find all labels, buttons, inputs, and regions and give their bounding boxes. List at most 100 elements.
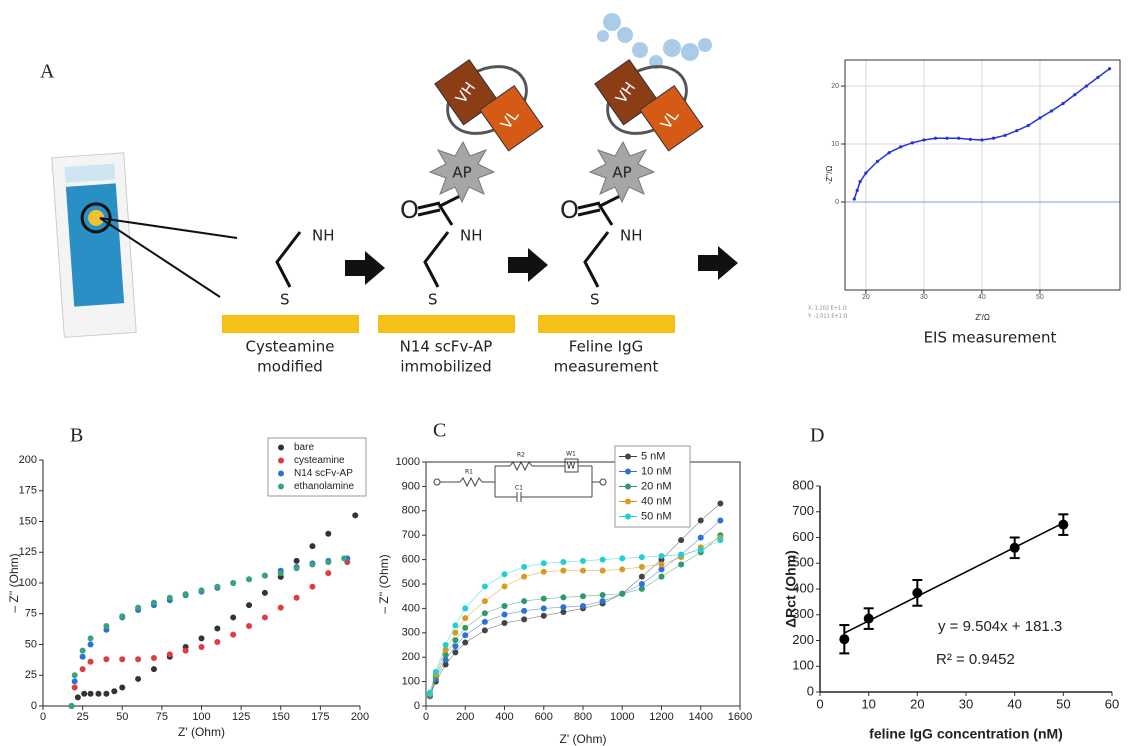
- x-axis-title: Z' (Ohm): [178, 725, 225, 739]
- legend-label: ethanolamine: [294, 481, 354, 492]
- data-point: [481, 627, 488, 634]
- data-point: [560, 559, 567, 566]
- step-label: measurement: [554, 358, 659, 376]
- data-point: [71, 678, 78, 685]
- data-point: [1061, 101, 1065, 106]
- data-point: [198, 587, 205, 594]
- y-tick-label: 600: [792, 529, 814, 544]
- y-tick-label: 800: [792, 477, 814, 492]
- x-tick-label: 125: [232, 711, 250, 723]
- data-point: [501, 571, 508, 578]
- data-point: [150, 655, 157, 662]
- data-point: [452, 643, 459, 650]
- step-label: immobilized: [400, 358, 491, 376]
- y-tick-label: 100: [402, 676, 420, 688]
- cursor-text: X: 1.202 E+1 Ω: [808, 306, 847, 312]
- y-tick-label: 10: [831, 141, 839, 148]
- data-point: [501, 611, 508, 618]
- amine: NH: [312, 227, 335, 245]
- legend-label: 50 nM: [641, 510, 672, 522]
- data-point: [910, 141, 914, 145]
- data-point: [580, 557, 586, 564]
- data-point: [1073, 93, 1077, 97]
- y-tick-label: 700: [792, 503, 814, 518]
- panel-label: D: [810, 425, 824, 447]
- legend-label: 10 nM: [641, 465, 672, 477]
- data-point: [638, 585, 645, 592]
- x-tick-label: 30: [920, 294, 928, 301]
- x-tick-label: 0: [423, 711, 429, 723]
- y-axis-title: -Z''/Ω: [825, 166, 834, 185]
- data-point: [79, 666, 86, 673]
- data-point: [214, 639, 221, 646]
- trend-equation: y = 9.504x + 181.3: [938, 618, 1062, 635]
- data-point: [135, 675, 142, 682]
- data-point: [697, 546, 704, 553]
- data-point: [81, 690, 88, 697]
- data-point: [599, 591, 606, 598]
- data-point: [863, 613, 874, 624]
- data-point: [540, 612, 547, 619]
- data-point: [87, 641, 94, 648]
- oxygen: O: [560, 196, 579, 224]
- data-point: [658, 552, 665, 559]
- y-axis-title: – Z'' (Ohm): [377, 554, 391, 613]
- data-point: [111, 688, 118, 695]
- data-point: [135, 656, 142, 663]
- data-point: [521, 598, 528, 605]
- x-tick-label: 1000: [610, 711, 634, 723]
- data-point: [1009, 542, 1020, 553]
- x-tick-label: 50: [1056, 696, 1070, 711]
- eis-caption: EIS measurement: [924, 329, 1057, 347]
- data-point: [293, 557, 300, 564]
- legend-marker: [625, 513, 631, 520]
- data-point: [1058, 519, 1069, 530]
- y-tick-label: 500: [792, 555, 814, 570]
- data-point: [150, 666, 157, 673]
- data-point: [214, 583, 221, 590]
- x-tick-label: 25: [77, 711, 89, 723]
- data-point: [717, 500, 724, 507]
- data-point: [922, 138, 926, 142]
- legend-marker: [625, 468, 631, 475]
- data-point: [560, 567, 567, 574]
- data-point: [293, 594, 300, 601]
- data-point: [540, 595, 547, 602]
- data-point: [462, 632, 469, 639]
- data-point: [540, 568, 547, 575]
- r-squared: R² = 0.9452: [936, 651, 1015, 668]
- data-point: [658, 561, 665, 568]
- data-point: [79, 653, 86, 660]
- data-point: [452, 649, 459, 656]
- data-point: [452, 629, 459, 636]
- data-point: [521, 607, 528, 614]
- x-tick-label: 10: [861, 696, 875, 711]
- data-point: [599, 598, 606, 605]
- y-tick-label: 200: [402, 651, 420, 663]
- data-point: [87, 658, 94, 665]
- data-point: [717, 517, 724, 524]
- data-point: [95, 690, 102, 697]
- data-point: [697, 517, 704, 524]
- y-tick-label: 25: [25, 669, 37, 681]
- data-point: [638, 573, 645, 580]
- scfv-ap: [428, 59, 544, 204]
- data-point: [540, 605, 547, 612]
- data-point: [442, 642, 449, 648]
- data-point: [912, 587, 923, 598]
- y-tick-label: 600: [402, 554, 420, 566]
- legend-marker: [625, 453, 631, 460]
- x-tick-label: 60: [1105, 696, 1119, 711]
- data-point: [309, 583, 316, 590]
- data-point: [1026, 123, 1030, 128]
- data-point: [198, 643, 205, 650]
- data-point: [79, 647, 86, 654]
- data-point: [309, 543, 316, 550]
- legend-marker: [625, 498, 631, 505]
- legend-label: 20 nM: [641, 480, 672, 492]
- y-tick-label: 300: [402, 627, 420, 639]
- data-point: [293, 565, 300, 572]
- ap-label: AP: [612, 164, 631, 182]
- data-point: [68, 703, 75, 709]
